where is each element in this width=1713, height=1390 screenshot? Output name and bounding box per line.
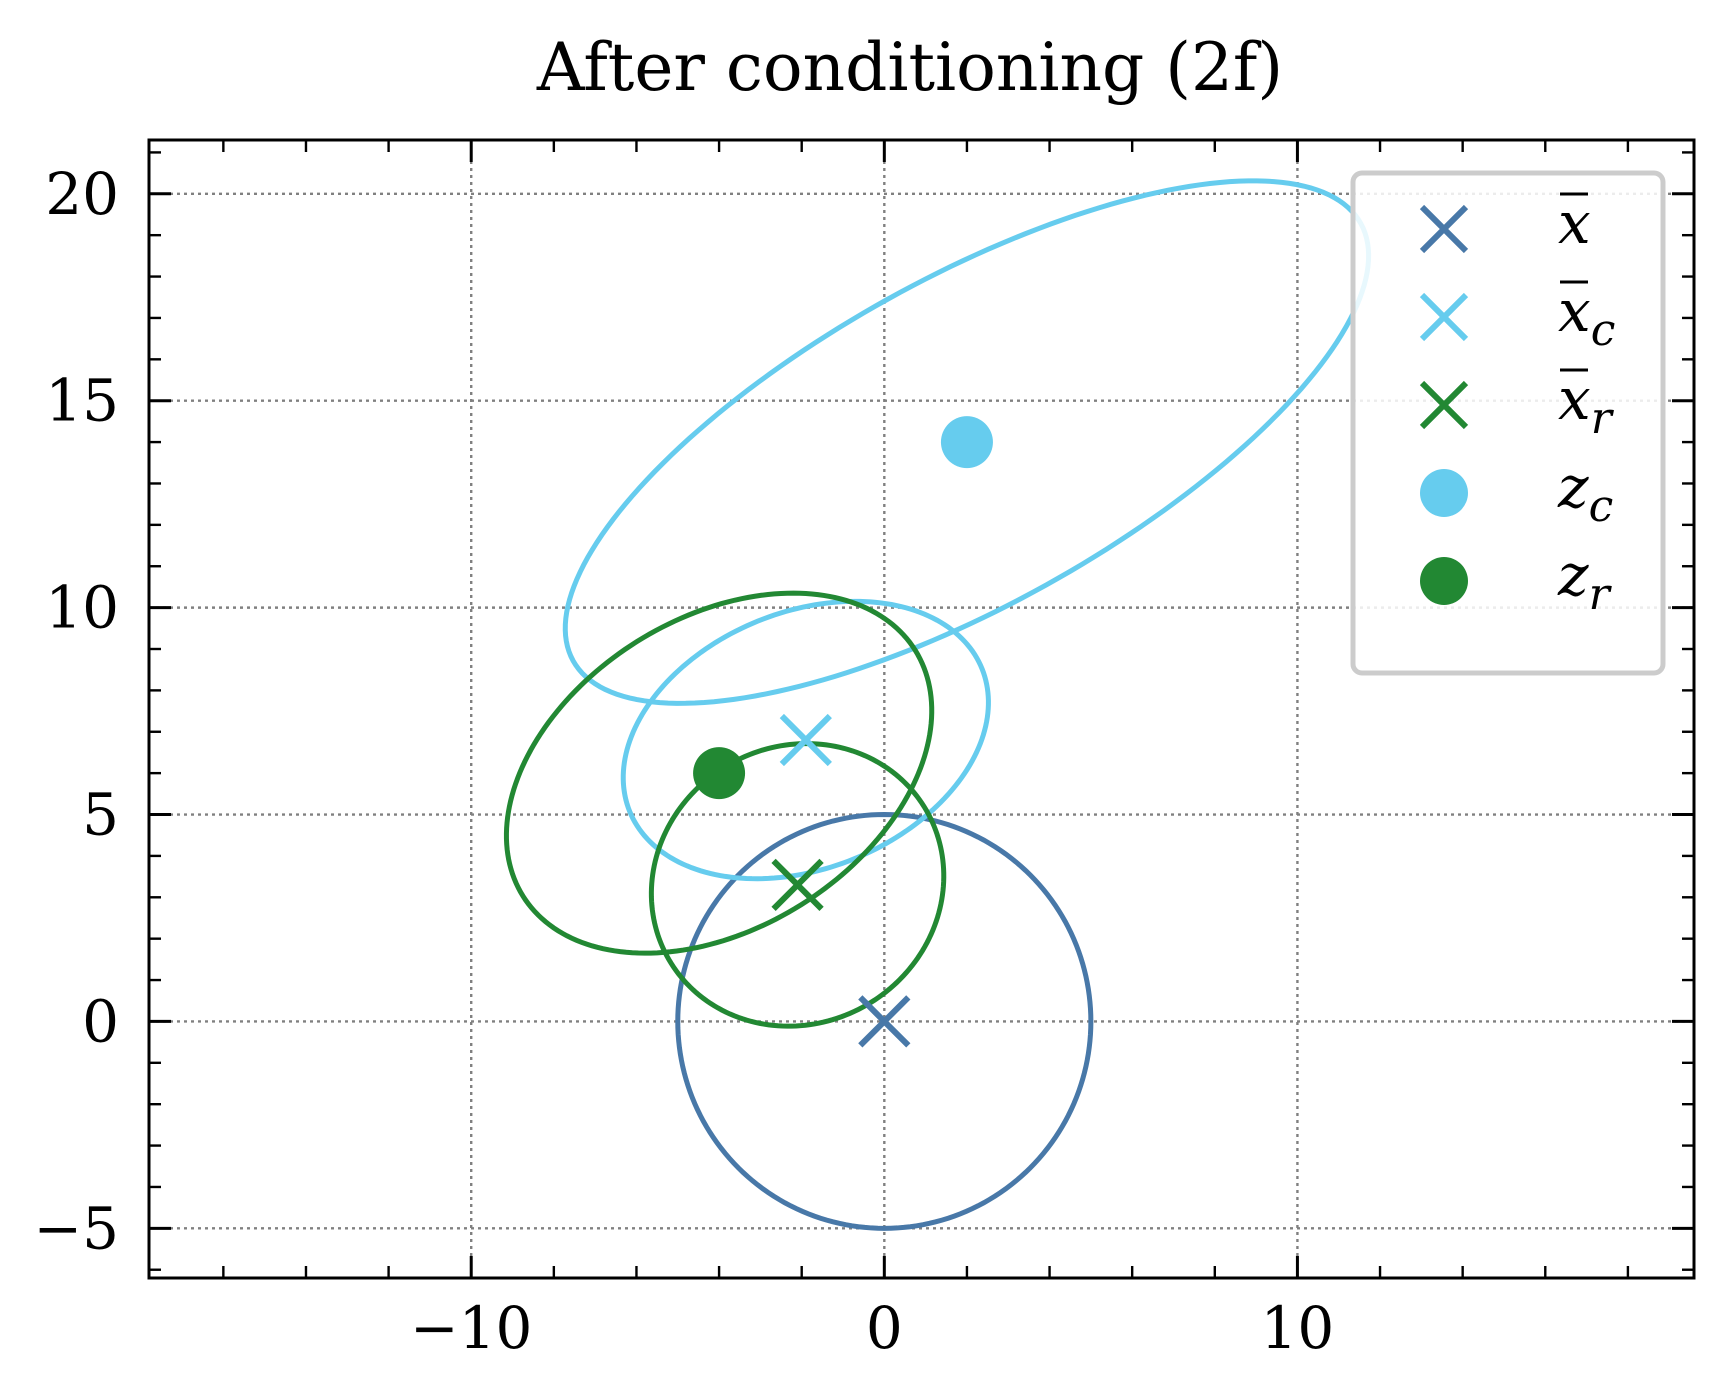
legend-label-0: x (1558, 189, 1591, 257)
ellipse-3 (503, 590, 935, 956)
legend-label-2: xr (1558, 365, 1615, 444)
marker-x-1-0 (779, 713, 832, 767)
marker-dot-3-0 (940, 416, 993, 469)
y-tick-label: 15 (45, 367, 119, 435)
legend-marker-dot-3 (1420, 469, 1468, 517)
legend-label-1: xc (1558, 277, 1615, 356)
y-tick-label: 5 (82, 781, 119, 849)
legend-marker-x-2 (1419, 380, 1469, 430)
confidence-ellipses (503, 178, 1372, 1231)
data-markers (693, 416, 993, 1048)
legend-frame (1350, 170, 1666, 676)
axes: −10 0 10 −5 0 5 10 15 20 (34, 138, 1696, 1362)
marker-x-0-0 (858, 995, 911, 1048)
y-tick-label: 10 (45, 574, 119, 642)
legend-marker-dot-4 (1420, 557, 1468, 605)
chart-title: After conditioning (2f) (536, 29, 1283, 106)
grid-lines (149, 140, 1694, 1278)
plot-frame (147, 138, 1696, 1280)
legend: x xc xr zc zr (1350, 170, 1666, 676)
legend-label-3: zc (1557, 453, 1613, 532)
ellipse-0 (675, 812, 1094, 1231)
legend-label-4: zr (1557, 541, 1613, 620)
y-tick-label: 20 (45, 160, 119, 228)
y-tick-label: 0 (82, 987, 119, 1055)
marker-x-2-0 (771, 858, 824, 911)
x-tick-label: 0 (866, 1294, 903, 1362)
x-tick-label: 10 (1261, 1294, 1335, 1362)
marker-dot-4-0 (693, 747, 746, 800)
legend-marker-x-0 (1419, 204, 1469, 254)
legend-marker-x-1 (1419, 292, 1469, 342)
ellipse-1 (562, 178, 1372, 706)
y-tick-label: −5 (34, 1194, 120, 1262)
x-tick-label: −10 (410, 1294, 532, 1362)
